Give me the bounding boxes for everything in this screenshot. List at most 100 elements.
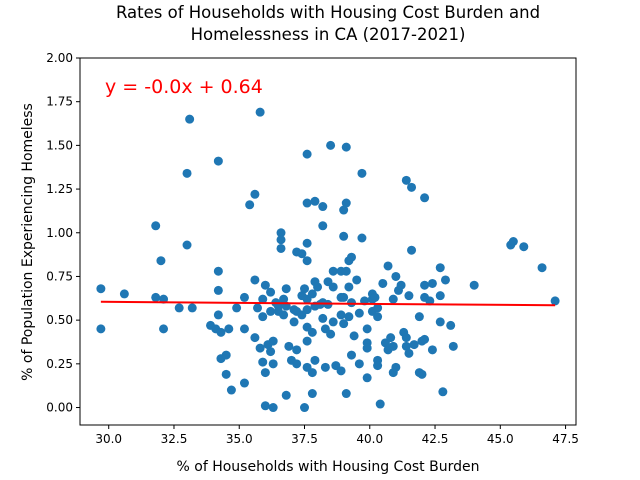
data-point [407, 182, 417, 192]
x-tick-label: 45.0 [487, 432, 514, 446]
data-point [388, 341, 398, 351]
data-point [341, 389, 351, 399]
data-point [435, 263, 445, 273]
data-point [341, 198, 351, 208]
data-point [307, 289, 317, 299]
data-point [407, 245, 417, 255]
x-tick-label: 35.0 [226, 432, 253, 446]
x-axis-label: % of Households with Housing Cost Burden [177, 459, 480, 475]
data-point [339, 231, 349, 241]
data-point [427, 278, 437, 288]
data-point [187, 303, 197, 313]
data-point [550, 296, 560, 306]
data-point [388, 294, 398, 304]
data-point [346, 350, 356, 360]
data-point [255, 107, 265, 117]
x-tick-label: 42.5 [422, 432, 449, 446]
data-point [276, 228, 286, 238]
data-point [245, 200, 255, 210]
data-point [320, 362, 330, 372]
data-point [354, 359, 364, 369]
y-tick-label: 1.00 [46, 226, 73, 240]
x-tick-label: 40.0 [356, 432, 383, 446]
data-point [156, 256, 166, 266]
data-point [213, 156, 223, 166]
data-point [268, 403, 278, 413]
data-point [289, 317, 299, 327]
x-tick-label: 37.5 [291, 432, 318, 446]
data-point [239, 324, 249, 334]
data-point [341, 266, 351, 276]
data-point [354, 308, 364, 318]
data-point [250, 333, 260, 343]
data-point [391, 362, 401, 372]
y-axis-ticks: 0.00 0.25 0.50 0.75 1.00 1.25 1.50 1.75 2.00 [46, 51, 80, 415]
data-point [318, 202, 328, 212]
data-point [250, 275, 260, 285]
data-point [300, 284, 310, 294]
plot-area-frame [79, 57, 577, 426]
data-point [318, 313, 328, 323]
data-point [292, 345, 302, 355]
data-point [159, 324, 169, 334]
data-point [362, 343, 372, 353]
data-point [279, 310, 289, 320]
data-point [328, 282, 338, 292]
data-point [339, 292, 349, 302]
data-point [425, 296, 435, 306]
data-point [174, 303, 184, 313]
data-point [260, 368, 270, 378]
data-point [213, 310, 223, 320]
data-point [420, 280, 430, 290]
data-point [279, 294, 289, 304]
y-tick-label: 1.75 [46, 95, 73, 109]
data-point [239, 378, 249, 388]
data-point [448, 341, 458, 351]
data-point [119, 289, 129, 299]
data-point [435, 291, 445, 301]
data-point [255, 343, 265, 353]
data-point [414, 312, 424, 322]
data-point [401, 333, 411, 343]
data-point [427, 345, 437, 355]
data-point [346, 298, 356, 308]
data-point [276, 243, 286, 253]
data-point [417, 369, 427, 379]
data-point [213, 285, 223, 295]
data-point [404, 348, 414, 358]
data-point [357, 233, 367, 243]
data-point [401, 341, 411, 351]
regression-equation: y = -0.0x + 0.64 [105, 76, 263, 98]
data-point [370, 292, 380, 302]
data-point [326, 140, 336, 150]
data-point [276, 235, 286, 245]
data-point [302, 238, 312, 248]
data-point [328, 317, 338, 327]
data-point [307, 327, 317, 337]
y-tick-label: 0.00 [46, 401, 73, 415]
data-point [258, 312, 268, 322]
data-point [310, 196, 320, 206]
data-point [221, 350, 231, 360]
data-point [446, 320, 456, 330]
data-point [302, 256, 312, 266]
data-point [318, 221, 328, 231]
regression-layer [100, 300, 556, 307]
data-point [151, 292, 161, 302]
data-point [349, 331, 359, 341]
data-point [404, 291, 414, 301]
data-point [339, 205, 349, 215]
data-point [260, 401, 270, 411]
data-point [224, 324, 234, 334]
data-point [302, 149, 312, 159]
data-point [328, 266, 338, 276]
scatter-points [96, 107, 560, 413]
data-point [396, 280, 406, 290]
y-tick-label: 1.25 [46, 182, 73, 196]
data-point [339, 319, 349, 329]
y-tick-label: 0.75 [46, 269, 73, 283]
data-point [383, 261, 393, 271]
data-point [260, 280, 270, 290]
y-tick-label: 0.25 [46, 357, 73, 371]
